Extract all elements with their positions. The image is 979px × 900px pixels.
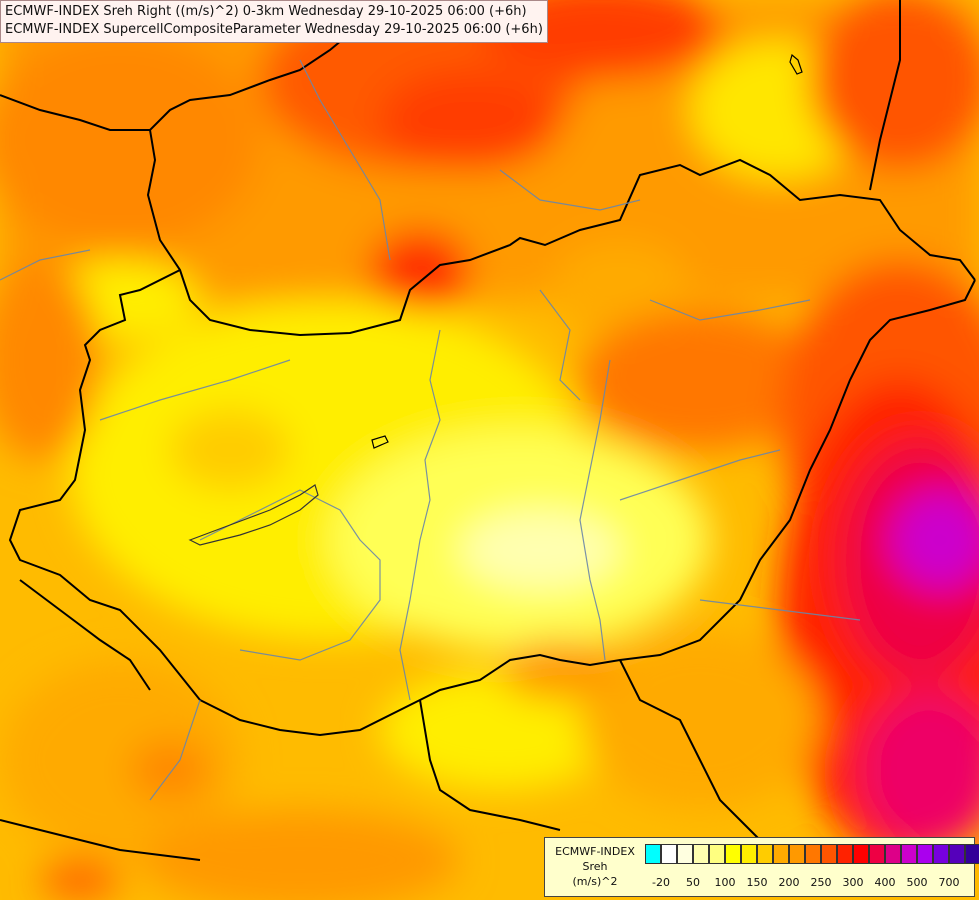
legend-tick-label: 400 [874, 876, 896, 889]
legend-swatch [645, 844, 661, 864]
legend-swatch [661, 844, 677, 864]
legend-tick-label: 700 [938, 876, 960, 889]
legend-swatch [677, 844, 693, 864]
legend-swatch [949, 844, 965, 864]
legend-tick-label: 100 [714, 876, 736, 889]
legend-swatch [901, 844, 917, 864]
legend-swatch [853, 844, 869, 864]
legend-swatch [725, 844, 741, 864]
legend-tick-label: 150 [746, 876, 768, 889]
legend-tick-label: 300 [842, 876, 864, 889]
legend-swatch [869, 844, 885, 864]
legend-swatch [821, 844, 837, 864]
legend-swatch [933, 844, 949, 864]
legend-ticks: -20 50 100 150 200 250 300 400 500 700 [645, 876, 975, 890]
legend-swatch [757, 844, 773, 864]
legend-line-3: (m/s)^2 [572, 875, 618, 888]
rivers-regions [0, 59, 861, 801]
legend-tick-label: 250 [810, 876, 832, 889]
title-line-1: ECMWF-INDEX Sreh Right ((m/s)^2) 0-3km W… [5, 4, 527, 19]
legend-swatch [789, 844, 805, 864]
legend-tick-label: 500 [906, 876, 928, 889]
legend-color-bar [645, 844, 979, 866]
legend-tick-label: 200 [778, 876, 800, 889]
legend-swatch [917, 844, 933, 864]
legend-swatch [965, 844, 979, 864]
legend-line-2: Sreh [582, 860, 608, 873]
country-borders [0, 0, 976, 861]
color-legend: ECMWF-INDEX Sreh (m/s)^2 -20 50 100 150 200 2… [544, 837, 979, 897]
lake-outline [188, 484, 319, 546]
legend-swatch [837, 844, 853, 864]
legend-label: ECMWF-INDEX Sreh (m/s)^2 [549, 844, 641, 889]
legend-tick-label: -20 [652, 876, 670, 889]
legend-swatch [709, 844, 725, 864]
map-title-box: ECMWF-INDEX Sreh Right ((m/s)^2) 0-3km W… [0, 0, 548, 43]
legend-swatch [885, 844, 901, 864]
legend-swatch [773, 844, 789, 864]
title-line-2: ECMWF-INDEX SupercellCompositeParameter … [5, 22, 543, 37]
legend-line-1: ECMWF-INDEX [555, 845, 635, 858]
legend-swatch [693, 844, 709, 864]
legend-tick-label: 50 [686, 876, 700, 889]
legend-swatch [741, 844, 757, 864]
legend-swatch [805, 844, 821, 864]
